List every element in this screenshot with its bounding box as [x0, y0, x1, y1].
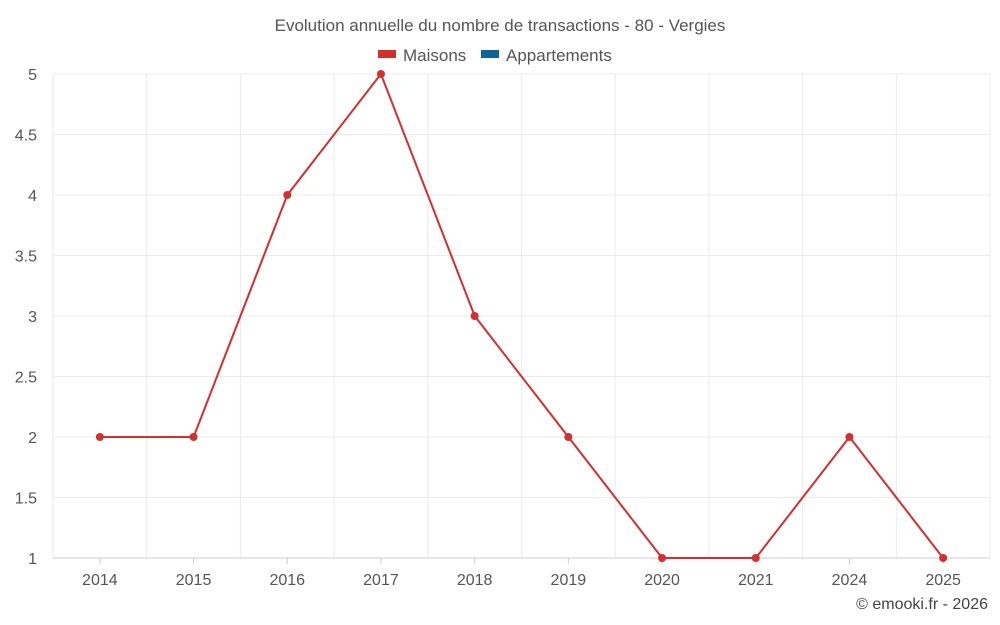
y-tick-label: 4.5	[15, 128, 37, 145]
y-tick-label: 2.5	[15, 370, 37, 387]
data-point[interactable]	[376, 70, 385, 78]
data-point[interactable]	[189, 433, 198, 441]
y-tick-label: 1.5	[15, 491, 37, 508]
data-point[interactable]	[95, 433, 104, 441]
axes: 1 1.5 2 2.5 3 3.5 4 4.5 5 2014 2015 2016 2017 2018 201…	[15, 67, 990, 589]
y-tick-label: 3.5	[15, 249, 37, 266]
y-tick-label: 3	[28, 309, 37, 326]
x-tick-label: 2015	[176, 572, 212, 589]
grid	[52, 73, 991, 559]
x-tick-label: 2025	[925, 572, 961, 589]
x-tick-label: 2024	[832, 572, 868, 589]
series-line-maisons	[99, 73, 944, 559]
legend-label-maisons: Maisons	[403, 46, 466, 65]
legend: Maisons Appartements	[378, 46, 612, 65]
legend-label-appartements: Appartements	[506, 46, 612, 65]
data-point[interactable]	[939, 554, 948, 562]
data-point[interactable]	[845, 433, 854, 441]
y-tick-label: 2	[28, 430, 37, 447]
x-tick-label: 2017	[363, 572, 399, 589]
x-tick-label: 2016	[269, 572, 305, 589]
x-tick-label: 2020	[644, 572, 680, 589]
data-point[interactable]	[564, 433, 573, 441]
legend-item-maisons[interactable]: Maisons	[378, 46, 466, 65]
legend-item-appartements[interactable]: Appartements	[481, 46, 612, 65]
y-tick-label: 4	[28, 188, 37, 205]
x-tick-label: 2018	[457, 572, 493, 589]
chart-title: Evolution annuelle du nombre de transact…	[275, 16, 726, 35]
series-layer	[95, 70, 948, 562]
data-point[interactable]	[283, 191, 292, 199]
legend-swatch-maisons	[378, 50, 396, 58]
x-tick-label: 2014	[82, 572, 118, 589]
x-tick-label: 2021	[738, 572, 774, 589]
data-point[interactable]	[751, 554, 760, 562]
data-point[interactable]	[658, 554, 667, 562]
data-point[interactable]	[470, 312, 479, 320]
y-tick-label: 5	[28, 67, 37, 84]
y-tick-label: 1	[28, 551, 37, 568]
x-tick-label: 2019	[551, 572, 587, 589]
copyright-credit: © emooki.fr - 2026	[856, 596, 988, 613]
legend-swatch-appartements	[481, 50, 499, 58]
